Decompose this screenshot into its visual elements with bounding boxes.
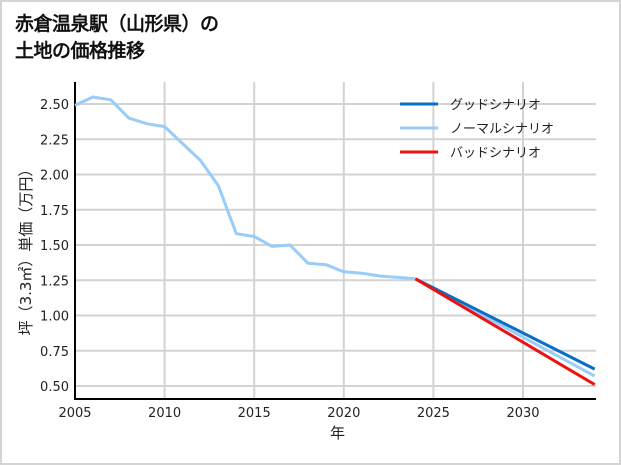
y-tick-label: 0.75	[40, 345, 69, 360]
series-line	[414, 277, 596, 386]
legend-label: バッドシナリオ	[450, 146, 541, 161]
y-tick-label: 1.50	[40, 239, 69, 254]
x-tick-label: 2030	[506, 406, 539, 421]
y-tick-label: 1.25	[40, 274, 69, 289]
chart-title: 赤倉温泉駅（山形県）の 土地の価格推移	[15, 11, 219, 65]
x-tick-label: 2010	[148, 406, 181, 421]
x-tick-label: 2025	[417, 406, 450, 421]
chart-title-line-1: 赤倉温泉駅（山形県）の	[15, 13, 219, 35]
series-line	[414, 277, 596, 371]
x-axis-label: 年	[330, 424, 345, 442]
y-tick-label: 2.25	[40, 133, 69, 148]
y-tick-label: 0.50	[40, 380, 69, 395]
x-tick-label: 2005	[58, 406, 91, 421]
x-tick-label: 2020	[327, 406, 360, 421]
chart-title-line-2: 土地の価格推移	[15, 40, 145, 62]
y-tick-label: 2.00	[40, 169, 69, 184]
y-tick-label: 1.00	[40, 310, 69, 325]
y-axis-label: 坪（3.3㎡）単価（万円）	[17, 162, 35, 336]
y-tick-label: 1.75	[40, 204, 69, 219]
legend-label: ノーマルシナリオ	[450, 122, 554, 137]
x-tick-label: 2015	[238, 406, 271, 421]
legend-label: グッドシナリオ	[450, 98, 541, 113]
series-line	[74, 95, 596, 378]
y-tick-label: 2.50	[40, 98, 69, 113]
